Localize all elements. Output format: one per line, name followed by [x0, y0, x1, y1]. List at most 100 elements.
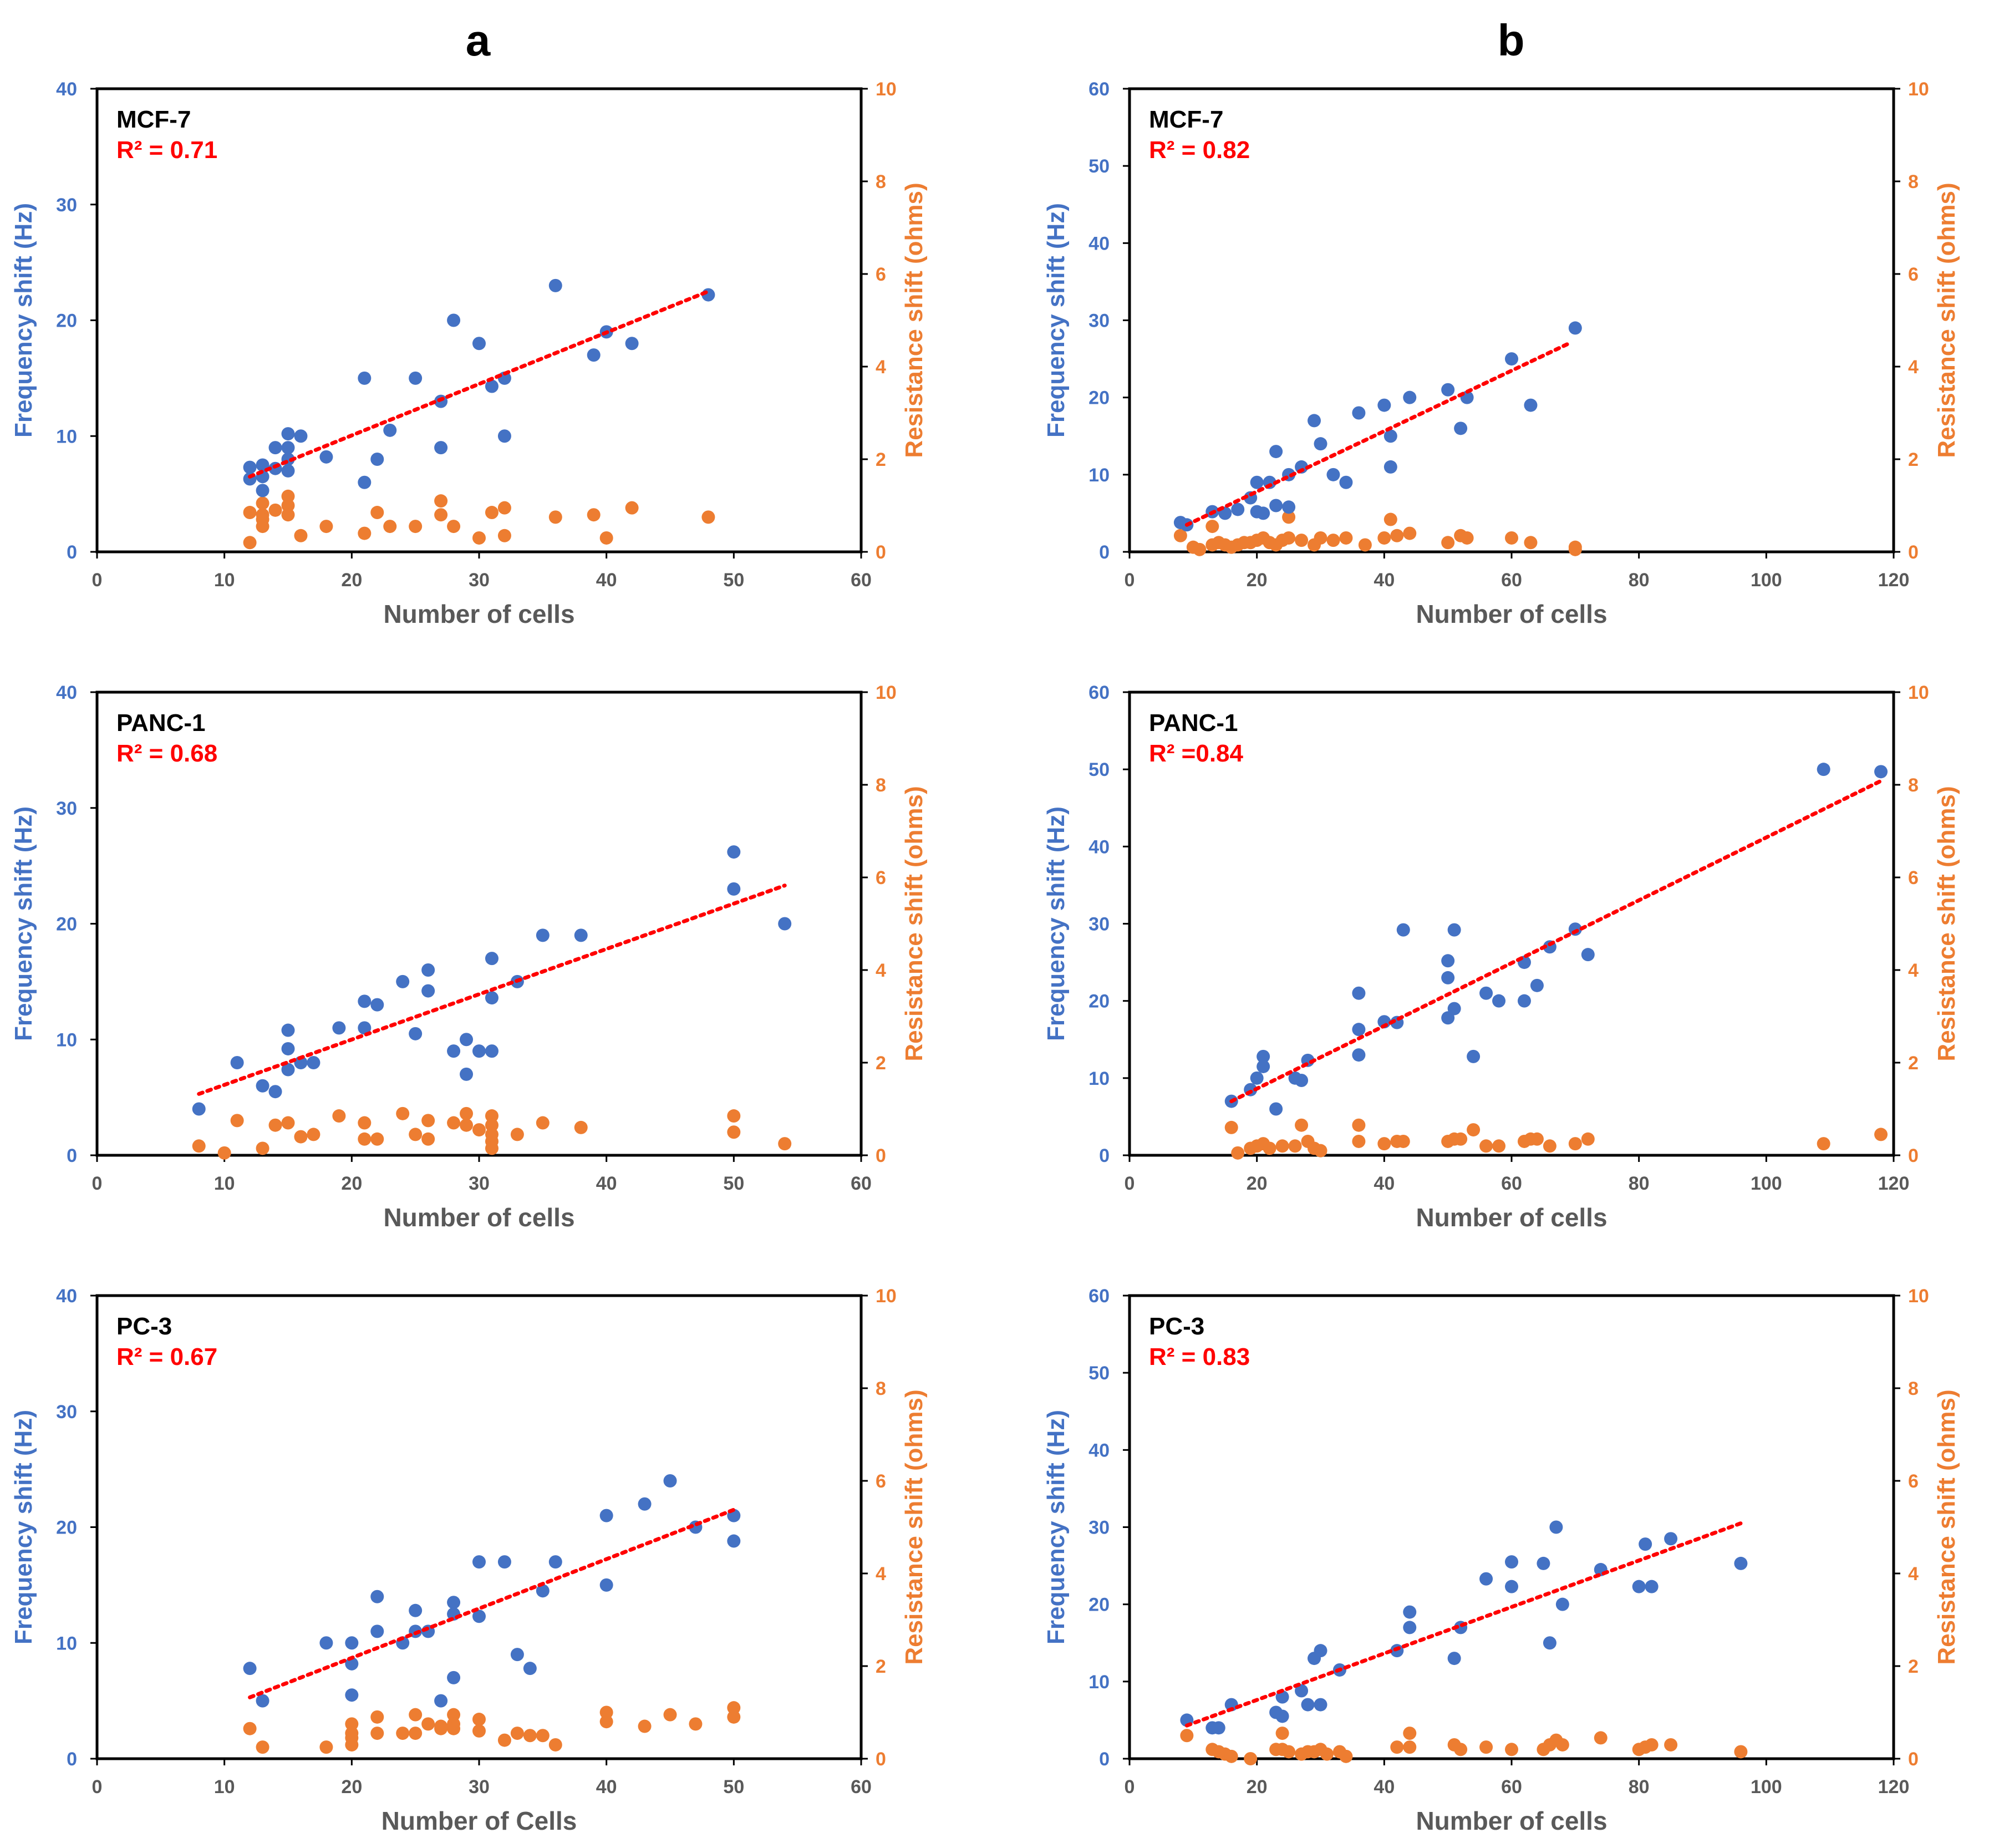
resistance-point: [447, 1708, 461, 1722]
frequency-point: [1308, 414, 1321, 428]
y2-tick-label: 8: [876, 171, 886, 192]
resistance-point: [625, 501, 639, 515]
frequency-point: [1555, 1597, 1569, 1611]
x-tick-label: 60: [1501, 1173, 1522, 1194]
frequency-point: [345, 1636, 359, 1650]
resistance-point: [358, 526, 372, 540]
y2-tick-label: 4: [876, 960, 886, 981]
resistance-point: [1352, 1118, 1366, 1132]
resistance-point: [638, 1719, 652, 1733]
resistance-point: [217, 1146, 231, 1160]
resistance-point: [281, 499, 295, 512]
frequency-point: [1632, 1580, 1646, 1593]
x-tick-label: 20: [1247, 1776, 1268, 1798]
plot-frame: [1128, 691, 1895, 1157]
resistance-point: [510, 1128, 524, 1141]
resistance-point: [268, 503, 282, 517]
frequency-point: [510, 1648, 524, 1662]
y-axis-title: Frequency shift (Hz): [1042, 1410, 1070, 1644]
frequency-point: [332, 1021, 346, 1035]
frequency-point: [1543, 1636, 1556, 1650]
x-axis-title: Number of cells: [1416, 1203, 1607, 1232]
x-tick-label: 0: [1125, 1776, 1135, 1798]
frequency-point: [1505, 1580, 1518, 1593]
resistance-point: [447, 520, 461, 534]
x-tick-label: 120: [1878, 1173, 1910, 1194]
resistance-point: [1664, 1738, 1678, 1751]
y-tick-label: 20: [1088, 1595, 1110, 1616]
y2-tick-label: 8: [1908, 171, 1919, 192]
y2-tick-label: 6: [1908, 1471, 1919, 1492]
resistance-point: [536, 1116, 550, 1130]
x-tick-label: 20: [341, 1776, 362, 1798]
resistance-point: [358, 1132, 372, 1146]
y-tick-label: 30: [1088, 914, 1110, 935]
frequency-point: [1530, 978, 1544, 992]
y2-axis-title: Resistance shift (ohms): [1933, 786, 1960, 1061]
frequency-point: [396, 974, 410, 988]
frequency-point: [497, 1555, 511, 1569]
frequency-point: [727, 882, 741, 896]
frequency-point: [1295, 1684, 1309, 1698]
y2-axis-title: Resistance shift (ohms): [901, 786, 928, 1061]
x-axis-title: Number of cells: [383, 1203, 574, 1232]
frequency-point: [447, 1671, 461, 1684]
trendline: [248, 1507, 736, 1699]
y-tick-label: 40: [56, 682, 77, 703]
resistance-point: [689, 1717, 703, 1731]
x-tick-label: 80: [1629, 1776, 1650, 1798]
resistance-point: [243, 506, 257, 520]
frequency-point: [434, 1694, 448, 1708]
frequency-point: [1383, 460, 1397, 474]
resistance-point: [447, 1116, 461, 1130]
resistance-point: [485, 1118, 498, 1132]
x-tick-label: 20: [1247, 570, 1268, 591]
resistance-point: [548, 510, 562, 524]
frequency-point: [370, 1624, 384, 1638]
frequency-point: [1454, 422, 1468, 435]
frequency-point: [281, 464, 295, 478]
frequency-point: [1403, 1605, 1417, 1619]
frequency-point: [1441, 1011, 1455, 1025]
resistance-point: [1339, 1749, 1353, 1763]
y2-axis-title: Resistance shift (ohms): [1933, 182, 1960, 458]
y2-tick-label: 6: [1908, 867, 1919, 889]
frequency-point: [1817, 763, 1830, 776]
frequency-point: [1524, 398, 1538, 412]
r-squared-label: R² =0.84: [1149, 740, 1244, 767]
x-tick-label: 20: [341, 570, 362, 591]
y2-tick-label: 10: [876, 682, 897, 703]
frequency-point: [497, 429, 511, 443]
frequency-point: [281, 441, 295, 455]
y-tick-label: 50: [1088, 156, 1110, 177]
x-tick-label: 0: [1125, 1173, 1135, 1194]
resistance-point: [1314, 1144, 1327, 1157]
frequency-point: [409, 371, 423, 385]
resistance-point: [421, 1114, 435, 1128]
resistance-point: [294, 1130, 308, 1144]
x-tick-label: 10: [214, 1776, 235, 1798]
resistance-point: [1390, 1740, 1404, 1754]
y2-tick-label: 2: [876, 1656, 886, 1677]
resistance-point: [1320, 1747, 1334, 1761]
resistance-point: [294, 529, 308, 542]
x-tick-label: 40: [596, 1173, 617, 1194]
resistance-point: [727, 1125, 741, 1139]
frequency-point: [1581, 948, 1595, 962]
frequency-point: [370, 453, 384, 466]
resistance-point: [370, 506, 384, 520]
frequency-point: [1447, 923, 1461, 937]
x-tick-label: 40: [596, 1776, 617, 1798]
resistance-point: [192, 1139, 206, 1153]
frequency-point: [1403, 390, 1417, 404]
resistance-point: [587, 508, 601, 522]
y-tick-label: 10: [56, 1029, 77, 1050]
resistance-point: [1288, 1139, 1302, 1153]
x-tick-label: 10: [214, 570, 235, 591]
resistance-point: [370, 1132, 384, 1146]
frequency-point: [243, 1662, 257, 1676]
resistance-point: [1594, 1731, 1608, 1745]
resistance-point: [472, 531, 486, 545]
resistance-point: [396, 1106, 410, 1120]
resistance-point: [1231, 1146, 1245, 1160]
